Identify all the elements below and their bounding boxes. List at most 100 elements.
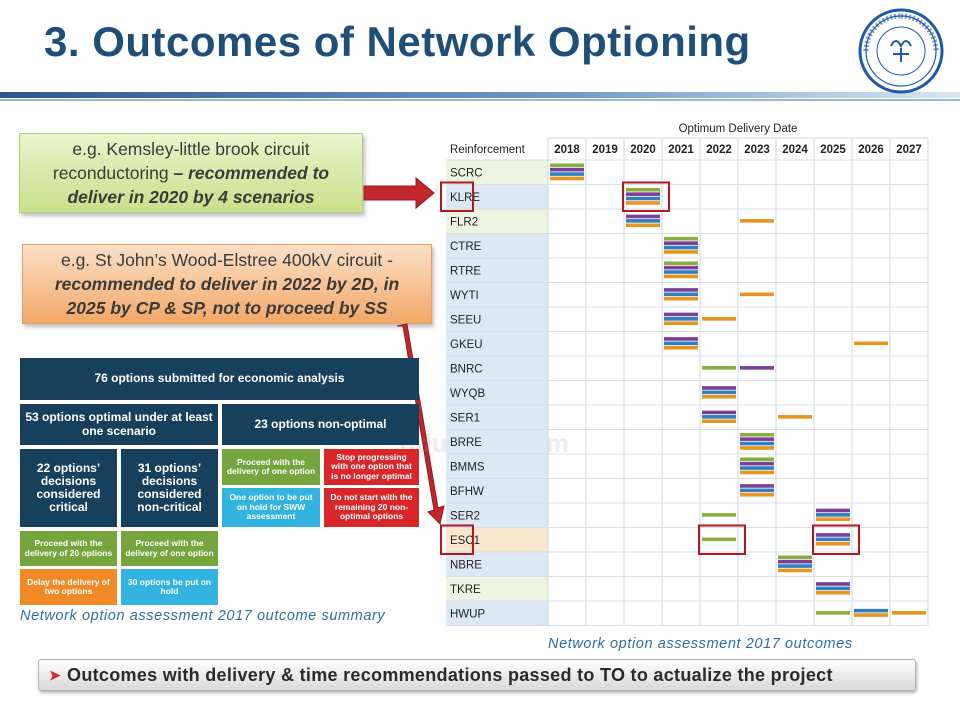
- bar-nbre-2024: [778, 568, 812, 573]
- bar-bnrc-2023: [740, 366, 774, 370]
- delivery-date-chart: Optimum Delivery Date Reinforcement 2018 20…: [440, 123, 929, 626]
- bar-scrc-2018: [550, 167, 584, 172]
- bar-tkre-2025: [816, 590, 850, 595]
- row-bg-bfhw: [446, 478, 548, 503]
- year-label-2022: 2022: [706, 144, 732, 156]
- callout-sjw-line2: recommended to deliver in 2022 by 2D, in: [54, 274, 400, 294]
- row-label-rtre: RTRE: [450, 265, 481, 277]
- bar-bfhw-2023: [740, 484, 774, 488]
- row-bg-brre: [446, 429, 548, 454]
- bar-rtre-2021: [664, 265, 698, 270]
- bar-ctre-2021: [664, 250, 698, 254]
- year-label-2018: 2018: [554, 144, 580, 156]
- year-label-2026: 2026: [858, 144, 884, 156]
- row-label-hwup: HWUP: [450, 608, 485, 620]
- bar-hwup-2025: [816, 611, 850, 615]
- banner-text: Outcomes with delivery & time recommenda…: [67, 664, 833, 685]
- row-label-nbre: NBRE: [450, 559, 482, 571]
- bar-gkeu-2026: [854, 341, 888, 346]
- row-label-esc1: ESC1: [450, 535, 480, 547]
- highlight-box-esc1-2025: [812, 524, 860, 555]
- summary-hold-sww: One option to be put on hold for SWW ass…: [222, 488, 320, 527]
- row-bg-bnrc: [446, 356, 548, 381]
- bar-ctre-2021: [664, 236, 698, 241]
- bar-wyti-2023: [740, 292, 774, 297]
- bar-seeu-2021: [664, 321, 698, 326]
- bar-wyqb-2022: [702, 394, 736, 399]
- row-label-seeu: SEEU: [450, 314, 481, 326]
- chart-title: Optimum Delivery Date: [679, 123, 798, 135]
- summary-nonoptimal: 23 options non-optimal: [222, 404, 419, 445]
- bar-seeu-2021: [664, 312, 698, 317]
- bar-flr2-2020: [626, 214, 660, 219]
- bar-scrc-2018: [550, 176, 584, 181]
- summary-hold-30: 30 options be put on hold: [121, 569, 218, 605]
- bar-ser2-2025: [816, 513, 850, 517]
- bar-tkre-2025: [816, 586, 850, 591]
- title-underline-thin: [0, 99, 960, 101]
- row-label-gkeu: GKEU: [450, 339, 483, 351]
- row-bg-klre: [446, 184, 548, 209]
- bar-brre-2023: [740, 441, 774, 446]
- row-label-bmms: BMMS: [450, 461, 485, 473]
- bar-ser1-2022: [702, 419, 736, 424]
- bar-nbre-2024: [778, 555, 812, 560]
- row-bg-tkre: [446, 576, 548, 601]
- bar-bmms-2023: [740, 457, 774, 462]
- bar-nbre-2024: [778, 564, 812, 568]
- callout-sjw-line3: 2025 by CP & SP, not to proceed by SS: [66, 298, 388, 318]
- summary-do-not-start: Do not start with the remaining 20 non-o…: [324, 488, 419, 527]
- slide-title: 3. Outcomes of Network Optioning: [44, 18, 751, 65]
- summary-delay-two: Delay the delivery of two options: [20, 569, 117, 605]
- bar-ser2-2025: [816, 517, 850, 522]
- bar-scrc-2018: [550, 163, 584, 168]
- year-label-2020: 2020: [630, 144, 656, 156]
- highlight-box-row-esc1: [440, 524, 474, 555]
- row-label-brre: BRRE: [450, 437, 482, 449]
- row-bg-hwup: [446, 601, 548, 626]
- bar-bnrc-2022: [702, 366, 736, 370]
- row-bg-gkeu: [446, 331, 548, 356]
- row-bg-scrc: [446, 160, 548, 185]
- summary-proceed-20: Proceed with the delivery of 20 options: [20, 531, 117, 566]
- row-label-tkre: TKRE: [450, 584, 481, 596]
- row-label-flr2: FLR2: [450, 216, 478, 228]
- summary-noncritical: 31 options’ decisions considered non-cri…: [121, 449, 218, 527]
- row-label-klre: KLRE: [450, 192, 480, 204]
- row-label-ser1: SER1: [450, 412, 480, 424]
- bar-gkeu-2021: [664, 337, 698, 341]
- bar-klre-2020: [626, 192, 660, 196]
- row-bg-bmms: [446, 454, 548, 479]
- row-bg-ser2: [446, 503, 548, 528]
- callout-sjw-line1: e.g. St John’s Wood-Elstree 400kV circui…: [60, 250, 393, 270]
- summary-top: 76 options submitted for economic analys…: [20, 358, 419, 400]
- callout-kemsley: e.g. Kemsley-little brook circuit recond…: [19, 133, 363, 213]
- year-label-2025: 2025: [820, 144, 846, 156]
- bar-scrc-2018: [550, 172, 584, 176]
- university-seal-logo: [858, 8, 944, 94]
- callout-kemsley-line3: deliver in 2020 by 4 scenarios: [67, 187, 315, 207]
- row-bg-wyqb: [446, 380, 548, 405]
- bar-brre-2023: [740, 446, 774, 450]
- bar-flr2-2023: [740, 219, 774, 223]
- row-bg-seeu: [446, 307, 548, 332]
- bar-rtre-2021: [664, 261, 698, 266]
- bar-esc1-2025: [816, 541, 850, 546]
- bar-ctre-2021: [664, 241, 698, 245]
- year-label-2027: 2027: [896, 144, 922, 156]
- bar-hwup-2026: [854, 613, 888, 617]
- year-label-2024: 2024: [782, 144, 808, 156]
- highlight-box-row-klre: [440, 181, 474, 212]
- bar-bmms-2023: [740, 466, 774, 470]
- row-label-bfhw: BFHW: [450, 486, 484, 498]
- bar-wyti-2021: [664, 292, 698, 297]
- row-bg-esc1: [446, 527, 548, 552]
- arrow-to-klre: [363, 176, 435, 210]
- row-label-wyti: WYTI: [450, 290, 479, 302]
- bar-bfhw-2023: [740, 492, 774, 497]
- row-bg-flr2: [446, 209, 548, 234]
- bar-wyti-2021: [664, 288, 698, 292]
- row-label-ctre: CTRE: [450, 241, 482, 253]
- summary-proceed-one-nonopt: Proceed with the delivery of one option: [222, 449, 320, 485]
- bar-ser1-2022: [702, 410, 736, 415]
